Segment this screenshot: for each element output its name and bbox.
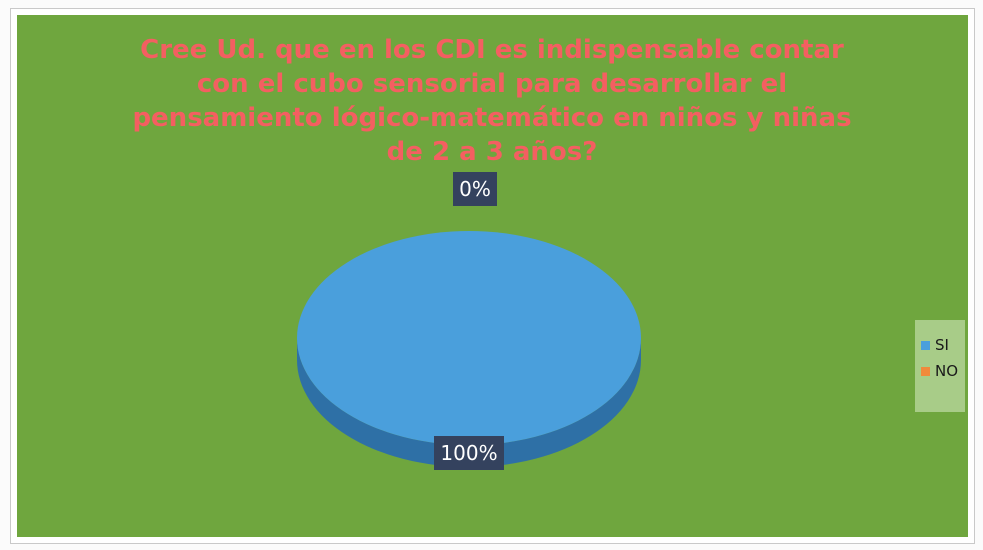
legend-label-si: SI bbox=[935, 336, 949, 354]
legend-swatch-no bbox=[921, 366, 930, 376]
legend-item-no: NO bbox=[921, 358, 965, 384]
pie-slice-si bbox=[297, 231, 641, 445]
pie-side bbox=[297, 338, 641, 467]
legend-swatch-si bbox=[921, 340, 930, 350]
pie-chart: 100% 0% bbox=[297, 172, 641, 470]
data-label-text: 0% bbox=[459, 177, 491, 201]
data-label-box bbox=[434, 436, 504, 470]
data-label-si: 100% bbox=[434, 436, 504, 470]
chart-frame: Cree Ud. que en los CDI es indispensable… bbox=[10, 8, 975, 544]
chart-area: Cree Ud. que en los CDI es indispensable… bbox=[17, 15, 968, 537]
legend-label-no: NO bbox=[935, 362, 959, 380]
legend-item-si: SI bbox=[921, 332, 965, 358]
data-label-no: 0% bbox=[453, 172, 497, 206]
chart-title: Cree Ud. que en los CDI es indispensable… bbox=[132, 35, 852, 167]
data-label-text: 100% bbox=[440, 441, 497, 465]
legend: SI NO bbox=[915, 320, 965, 412]
data-label-box bbox=[453, 172, 497, 206]
